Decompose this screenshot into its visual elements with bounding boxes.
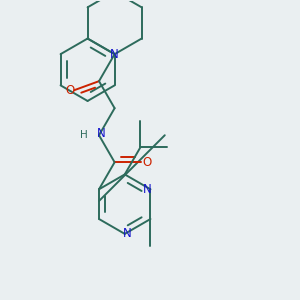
Text: N: N [123,227,132,240]
Text: N: N [143,183,152,196]
Text: H: H [80,130,87,140]
Text: N: N [97,127,106,140]
Text: O: O [142,156,152,169]
Text: N: N [110,48,119,61]
Text: O: O [65,84,74,97]
